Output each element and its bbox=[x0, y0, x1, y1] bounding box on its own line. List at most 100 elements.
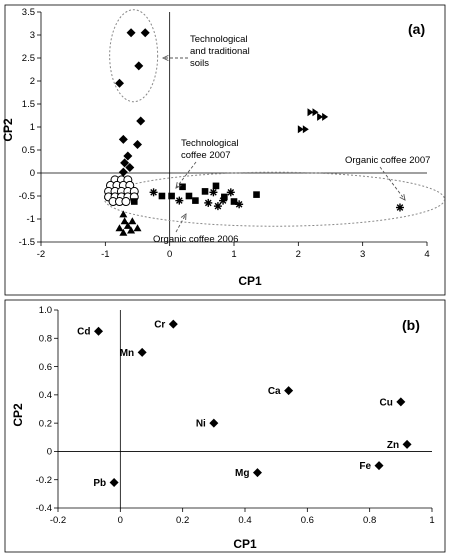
panel-b-y-tick-label: 0.6 bbox=[39, 362, 52, 373]
element-point-cu bbox=[396, 397, 406, 407]
panel-a-diamond-point bbox=[140, 28, 150, 38]
panel-a-square-point bbox=[185, 192, 193, 200]
asterisk-stroke bbox=[150, 188, 157, 196]
panel-a-triangle-point bbox=[120, 217, 129, 225]
panel-a-annotation-text: Organic coffee 2006 bbox=[153, 234, 238, 245]
panel-a-asterisk-point bbox=[204, 198, 213, 207]
panel-a-diamond-point bbox=[134, 61, 144, 71]
element-point-ni bbox=[209, 418, 219, 428]
element-label-mn: Mn bbox=[120, 348, 134, 359]
panel-a-x-tick-label: -1 bbox=[101, 249, 109, 260]
panel-a-y-tick-label: 2.5 bbox=[22, 53, 35, 64]
asterisk-stroke bbox=[235, 200, 243, 208]
panel-b-y-tick-label: -0.2 bbox=[36, 475, 52, 486]
panel-a-asterisk-point bbox=[226, 188, 235, 197]
technological-coffee-arrow-line bbox=[175, 161, 197, 189]
panel-a-y-tick-label: 0 bbox=[30, 168, 35, 179]
organic-2006-arrow bbox=[175, 213, 187, 233]
panel-b-y-tick-label: 0.4 bbox=[39, 390, 52, 401]
asterisk-stroke bbox=[214, 202, 222, 210]
panel-a-label: (a) bbox=[408, 21, 425, 37]
element-label-mg: Mg bbox=[235, 468, 249, 479]
element-point-cr bbox=[168, 319, 178, 329]
panel-a-annotation-text: coffee 2007 bbox=[181, 150, 230, 161]
panel-b-x-tick-label: 0 bbox=[118, 515, 123, 526]
panel-a-y-axis-title: CP2 bbox=[1, 118, 15, 142]
asterisk-stroke bbox=[219, 197, 227, 204]
panel-a-square-point bbox=[201, 188, 209, 195]
panel-a-square-point bbox=[130, 198, 138, 205]
panel-a-diamond-point bbox=[123, 151, 133, 161]
panel-a-annotation-text: Technological bbox=[190, 34, 248, 45]
panel-a-x-tick-label: -2 bbox=[37, 249, 45, 260]
panel-a-annotation-text: soils bbox=[190, 58, 209, 69]
panel-a-double-triangle-point bbox=[297, 125, 309, 134]
double-triangle-left bbox=[317, 112, 324, 121]
panel-a-double-triangle-point bbox=[317, 112, 329, 121]
panel-a-diamond-point bbox=[125, 162, 135, 172]
element-label-cr: Cr bbox=[154, 320, 165, 331]
panel-a-x-tick-label: 4 bbox=[424, 249, 429, 260]
panel-b-x-tick-label: 0.4 bbox=[238, 515, 251, 526]
panel-a-square-point bbox=[168, 192, 175, 200]
organic-2007-arrow-head bbox=[399, 194, 406, 201]
panel-b-frame bbox=[4, 299, 446, 553]
soils-ellipse bbox=[109, 9, 159, 103]
panel-b-x-tick-label: -0.2 bbox=[50, 515, 66, 526]
element-label-ni: Ni bbox=[196, 419, 206, 430]
element-point-pb bbox=[109, 478, 119, 488]
panel-b-y-tick-label: 0.8 bbox=[39, 333, 52, 344]
panel-a-asterisk-point bbox=[219, 196, 228, 205]
panel-a-x-tick-label: 2 bbox=[296, 249, 301, 260]
panel-a-diamond-point bbox=[126, 28, 136, 38]
panel-a-triangle-point bbox=[133, 224, 142, 232]
soils-arrow-head bbox=[161, 54, 169, 62]
panel-b-x-tick-label: 0.8 bbox=[363, 515, 376, 526]
panel-a-triangle-point bbox=[115, 224, 124, 232]
panel-a-diamond-point bbox=[120, 158, 130, 168]
panel-a-y-tick-label: -0.5 bbox=[19, 191, 35, 202]
double-triangle-left bbox=[307, 108, 314, 117]
double-triangle-right bbox=[302, 125, 309, 134]
panel-a-x-axis-title: CP1 bbox=[238, 274, 262, 288]
panel-a-diamond-point bbox=[118, 167, 128, 177]
double-triangle-right bbox=[322, 112, 329, 121]
coffee-ellipse bbox=[104, 171, 446, 227]
organic-2006-arrow-head bbox=[180, 213, 187, 221]
organic-2007-arrow bbox=[379, 166, 406, 201]
soils-arrow bbox=[161, 54, 188, 62]
panel-a-square-point bbox=[212, 182, 220, 190]
panel-a-diamond-point bbox=[114, 78, 124, 88]
panel-a-asterisk-point bbox=[235, 200, 244, 209]
panel-a-y-tick-label: 1 bbox=[30, 122, 35, 133]
panel-a-square-point bbox=[158, 192, 166, 200]
panel-a-triangle-point bbox=[119, 228, 128, 236]
asterisk-stroke bbox=[204, 199, 212, 207]
element-point-fe bbox=[374, 461, 384, 471]
panel-b-y-tick-label: 1.0 bbox=[39, 305, 52, 316]
panel-a-x-tick-label: 1 bbox=[231, 249, 236, 260]
panel-a-square-point bbox=[221, 193, 228, 201]
panel-a-asterisk-point bbox=[175, 196, 184, 205]
element-point-mg bbox=[252, 468, 262, 478]
panel-a-y-tick-label: -1 bbox=[27, 214, 35, 225]
panel-a-annotation-text: and traditional bbox=[190, 46, 250, 57]
panel-a-diamond-point bbox=[118, 134, 128, 144]
asterisk-stroke bbox=[175, 197, 183, 204]
panel-b-x-tick-label: 1 bbox=[429, 515, 434, 526]
organic-2007-arrow-line bbox=[379, 166, 406, 201]
element-point-zn bbox=[402, 439, 412, 449]
panel-a-annotation-text: Technological bbox=[181, 138, 239, 149]
element-label-fe: Fe bbox=[359, 461, 371, 472]
panel-a-diamond-point bbox=[136, 116, 146, 126]
panel-a-y-tick-label: -1.5 bbox=[19, 237, 35, 248]
panel-a-triangle-point bbox=[123, 221, 132, 229]
panel-b-y-tick-label: 0.2 bbox=[39, 418, 52, 429]
panel-a-annotation-text: Organic coffee 2007 bbox=[345, 155, 430, 166]
panel-a-triangle-point bbox=[127, 226, 136, 234]
panel-a-y-tick-label: 1.5 bbox=[22, 99, 35, 110]
panel-a-y-tick-label: 2 bbox=[30, 76, 35, 87]
panel-b-y-axis-title: CP2 bbox=[11, 403, 25, 427]
technological-coffee-arrow-head bbox=[175, 182, 182, 189]
element-label-cu: Cu bbox=[379, 397, 392, 408]
